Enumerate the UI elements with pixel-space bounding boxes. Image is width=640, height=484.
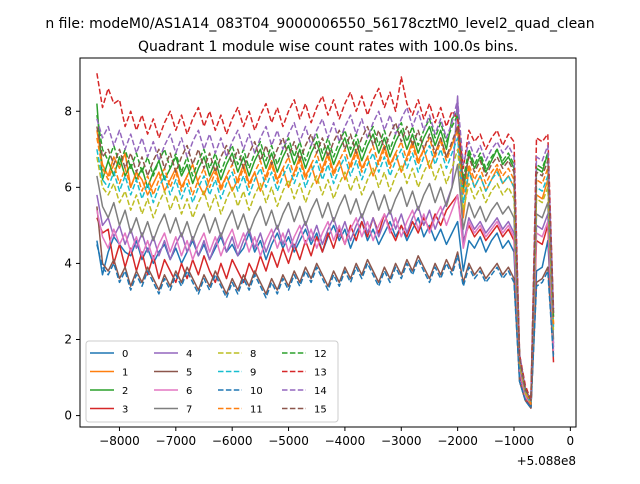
legend-label-6: 6	[186, 386, 192, 397]
series-line-5	[96, 206, 555, 409]
figure-suptitle: n file: modeM0/AS1A14_083T04_9000006550_…	[45, 16, 594, 32]
legend-label-7: 7	[186, 405, 192, 416]
legend-label-14: 14	[314, 386, 327, 397]
x-tick-label: −2000	[437, 434, 478, 448]
x-tick-label: −4000	[325, 434, 366, 448]
chart-title: Quadrant 1 module wise count rates with …	[138, 39, 518, 55]
x-tick-label: −5000	[268, 434, 309, 448]
legend-label-13: 13	[314, 368, 327, 379]
series-layer	[96, 73, 555, 409]
x-tick-label: 0	[567, 434, 575, 448]
series-line-11	[96, 129, 555, 405]
legend-label-1: 1	[122, 368, 128, 379]
legend-label-10: 10	[250, 386, 263, 397]
series-line-14	[96, 99, 555, 402]
series-line-6	[96, 194, 555, 405]
series-line-10	[96, 244, 555, 409]
x-offset-label: +5.088e8	[517, 454, 576, 468]
y-tick-label: 0	[64, 409, 72, 423]
legend-label-0: 0	[122, 349, 128, 360]
series-line-4	[96, 95, 555, 405]
x-tick-label: −3000	[381, 434, 422, 448]
y-tick-label: 6	[64, 180, 72, 194]
legend-label-8: 8	[250, 349, 256, 360]
legend-label-4: 4	[186, 349, 192, 360]
series-line-13	[96, 73, 555, 402]
series-line-8	[96, 148, 555, 405]
x-tick-label: −8000	[99, 434, 140, 448]
legend-label-15: 15	[314, 405, 327, 416]
x-tick-label: −6000	[212, 434, 253, 448]
y-tick-label: 8	[64, 104, 72, 118]
x-tick-label: −1000	[494, 434, 535, 448]
y-tick-label: 2	[64, 333, 72, 347]
legend-label-2: 2	[122, 386, 128, 397]
x-tick-label: −7000	[156, 434, 197, 448]
series-line-15	[96, 121, 555, 402]
series-line-9	[96, 137, 555, 405]
legend-label-5: 5	[186, 368, 192, 379]
ticks-layer: −8000 −7000 −6000 −5000 −4000 −3000 −2000 −1000…	[64, 104, 574, 448]
legend-label-3: 3	[122, 405, 128, 416]
legend-label-9: 9	[250, 368, 256, 379]
legend-box	[85, 340, 339, 423]
y-tick-label: 4	[64, 256, 72, 270]
axes-frame	[79, 57, 577, 428]
series-line-7	[96, 163, 555, 405]
legend-label-11: 11	[250, 405, 263, 416]
legend-label-12: 12	[314, 349, 327, 360]
